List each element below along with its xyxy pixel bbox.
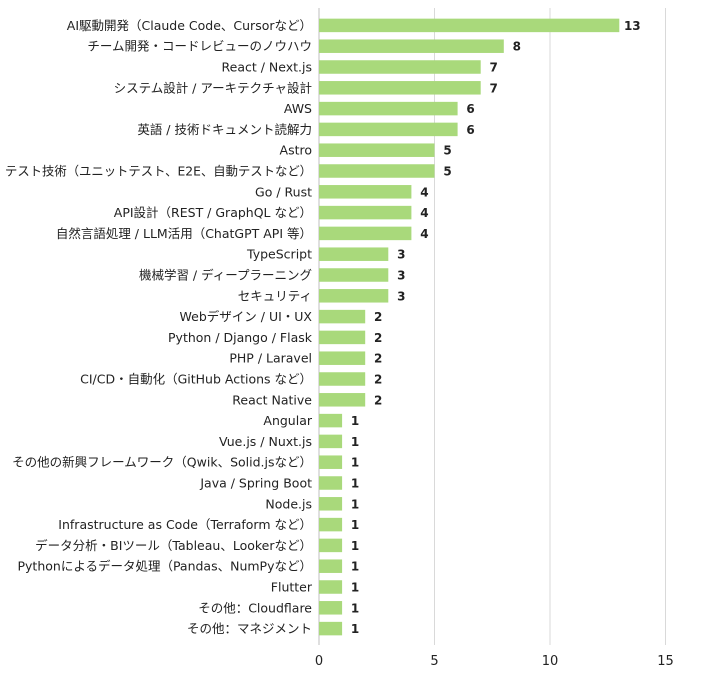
category-label: Go / Rust xyxy=(255,184,312,199)
bar xyxy=(319,538,343,553)
data-label: 8 xyxy=(513,40,521,54)
bar xyxy=(319,497,343,511)
category-label: Angular xyxy=(263,413,312,428)
data-label: 1 xyxy=(351,539,359,553)
data-label: 1 xyxy=(351,518,359,532)
bar xyxy=(319,143,435,157)
category-label: Pythonによるデータ処理（Pandas、NumPyなど） xyxy=(17,559,312,574)
category-label: セキュリティ xyxy=(238,288,312,303)
data-label: 6 xyxy=(466,123,474,137)
bar xyxy=(319,330,366,345)
data-label: 1 xyxy=(351,414,359,428)
bar xyxy=(319,164,435,178)
data-label: 4 xyxy=(420,185,428,199)
bar xyxy=(319,226,412,241)
data-label: 5 xyxy=(443,144,451,158)
bar xyxy=(319,122,458,137)
bar xyxy=(319,393,366,407)
x-tick-label: 15 xyxy=(657,654,674,669)
category-label: テスト技術（ユニットテスト、E2E、自動テストなど） xyxy=(5,164,312,179)
category-label: 自然言語処理 / LLM活用（ChatGPT API 等） xyxy=(56,226,312,241)
bar xyxy=(319,413,343,428)
data-label: 7 xyxy=(490,81,498,95)
category-label: CI/CD・自動化（GitHub Actions など） xyxy=(80,372,312,387)
bar xyxy=(319,559,343,573)
data-label: 1 xyxy=(351,497,359,511)
data-label: 2 xyxy=(374,393,382,407)
data-label: 1 xyxy=(351,456,359,470)
data-label: 2 xyxy=(374,310,382,324)
category-label: チーム開発・コードレビューのノウハウ xyxy=(87,39,312,54)
category-label: React Native xyxy=(232,392,312,407)
category-label: その他：マネジメント xyxy=(187,621,312,636)
bar xyxy=(319,372,366,386)
category-label: React / Next.js xyxy=(222,60,313,75)
category-label: API設計（REST / GraphQL など） xyxy=(114,205,312,220)
category-label: Astro xyxy=(280,143,312,158)
bar xyxy=(319,268,389,282)
category-label: データ分析・BIツール（Tableau、Lookerなど） xyxy=(35,538,312,553)
data-label: 3 xyxy=(397,289,405,303)
bar xyxy=(319,621,343,636)
category-label: Infrastructure as Code（Terraform など） xyxy=(58,517,312,532)
x-axis-ticks: 0 5 10 15 xyxy=(315,654,674,669)
x-tick-label: 5 xyxy=(430,654,438,669)
data-label: 3 xyxy=(397,248,405,262)
bar xyxy=(319,18,620,33)
category-label: システム設計 / アーキテクチャ設計 xyxy=(114,80,312,95)
bar xyxy=(319,309,366,324)
category-labels: AI駆動開発（Claude Code、Cursorなど） チーム開発・コードレビュ… xyxy=(5,18,313,636)
category-label: その他の新興フレームワーク（Qwik、Solid.jsなど） xyxy=(12,455,312,470)
data-label: 1 xyxy=(351,601,359,615)
category-label: Python / Django / Flask xyxy=(168,330,313,345)
category-label: AWS xyxy=(284,101,312,116)
bar xyxy=(319,101,458,116)
data-label: 4 xyxy=(420,206,428,220)
data-label: 2 xyxy=(374,352,382,366)
x-tick-label: 0 xyxy=(315,654,323,669)
bar xyxy=(319,81,481,95)
category-label: Node.js xyxy=(265,496,312,511)
data-label: 7 xyxy=(490,61,498,75)
x-tick-label: 10 xyxy=(542,654,559,669)
bar xyxy=(319,351,366,365)
bar xyxy=(319,247,389,261)
data-label: 1 xyxy=(351,477,359,491)
value-labels: 13 8 7 7 6 6 5 5 4 4 4 3 3 3 2 2 2 2 2 1 1 1 1 1 1 1 1 1 1 1 xyxy=(351,19,641,636)
category-label: TypeScript xyxy=(246,247,312,262)
data-label: 4 xyxy=(420,227,428,241)
bar xyxy=(319,455,343,469)
data-label: 3 xyxy=(397,269,405,283)
category-label: 英語 / 技術ドキュメント読解力 xyxy=(137,122,312,137)
category-label: Flutter xyxy=(271,580,313,595)
data-label: 5 xyxy=(443,165,451,179)
bar xyxy=(319,476,343,490)
category-label: Java / Spring Boot xyxy=(199,476,312,491)
bar xyxy=(319,517,343,532)
category-label: PHP / Laravel xyxy=(229,351,312,366)
data-label: 1 xyxy=(351,581,359,595)
data-label: 2 xyxy=(374,331,382,345)
category-label: AI駆動開発（Claude Code、Cursorなど） xyxy=(67,18,312,33)
bar xyxy=(319,185,412,199)
bar xyxy=(319,205,412,220)
bar xyxy=(319,60,481,74)
bar xyxy=(319,601,343,615)
bar xyxy=(319,39,504,53)
category-label: その他：Cloudflare xyxy=(198,600,312,615)
data-label: 1 xyxy=(351,622,359,636)
category-label: Vue.js / Nuxt.js xyxy=(219,434,312,449)
data-label: 1 xyxy=(351,435,359,449)
bars xyxy=(319,18,620,636)
bar xyxy=(319,580,343,594)
category-label: 機械学習 / ディープラーニング xyxy=(139,268,312,283)
data-label: 13 xyxy=(624,19,641,33)
bar xyxy=(319,434,343,449)
category-label: Webデザイン / UI・UX xyxy=(180,309,313,324)
data-label: 6 xyxy=(466,102,474,116)
data-label: 2 xyxy=(374,373,382,387)
data-label: 1 xyxy=(351,560,359,574)
bar xyxy=(319,289,389,303)
